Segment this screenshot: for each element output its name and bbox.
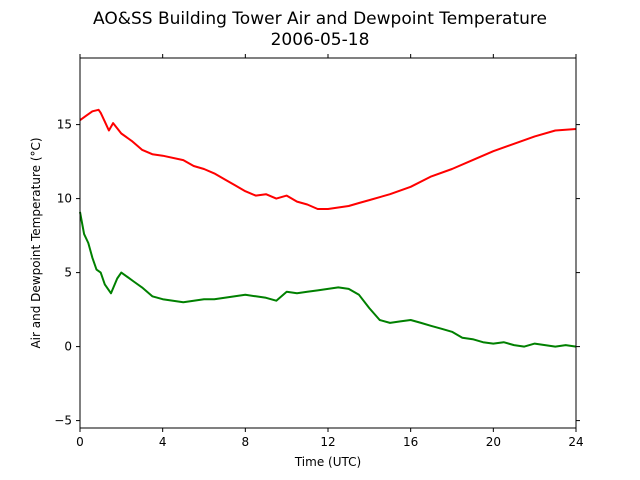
y-tick-label: −5 xyxy=(54,414,72,428)
y-tick-label: 15 xyxy=(57,118,72,132)
y-axis-label: Air and Dewpoint Temperature (°C) xyxy=(29,137,43,348)
series-line-1 xyxy=(79,211,577,348)
chart-subtitle: 2006-05-18 xyxy=(271,30,370,50)
x-tick-label: 12 xyxy=(320,435,335,449)
chart-title: AO&SS Building Tower Air and Dewpoint Te… xyxy=(93,9,547,29)
x-tick-label: 8 xyxy=(242,435,250,449)
x-tick-label: 4 xyxy=(159,435,167,449)
series-line-0 xyxy=(79,108,577,210)
y-tick-label: 10 xyxy=(57,192,72,206)
x-tick-label: 24 xyxy=(568,435,583,449)
y-tick-label: 0 xyxy=(64,340,72,354)
plot-frame xyxy=(79,57,577,429)
x-axis-label: Time (UTC) xyxy=(294,455,361,469)
x-tick-label: 20 xyxy=(486,435,501,449)
x-tick-label: 16 xyxy=(403,435,418,449)
series-layer xyxy=(79,108,577,348)
y-tick-label: 5 xyxy=(64,266,72,280)
ticks-layer: 0 4 8 12 16 20 24 −5 0 5 10 15 xyxy=(54,54,584,449)
x-tick-label: 0 xyxy=(76,435,84,449)
